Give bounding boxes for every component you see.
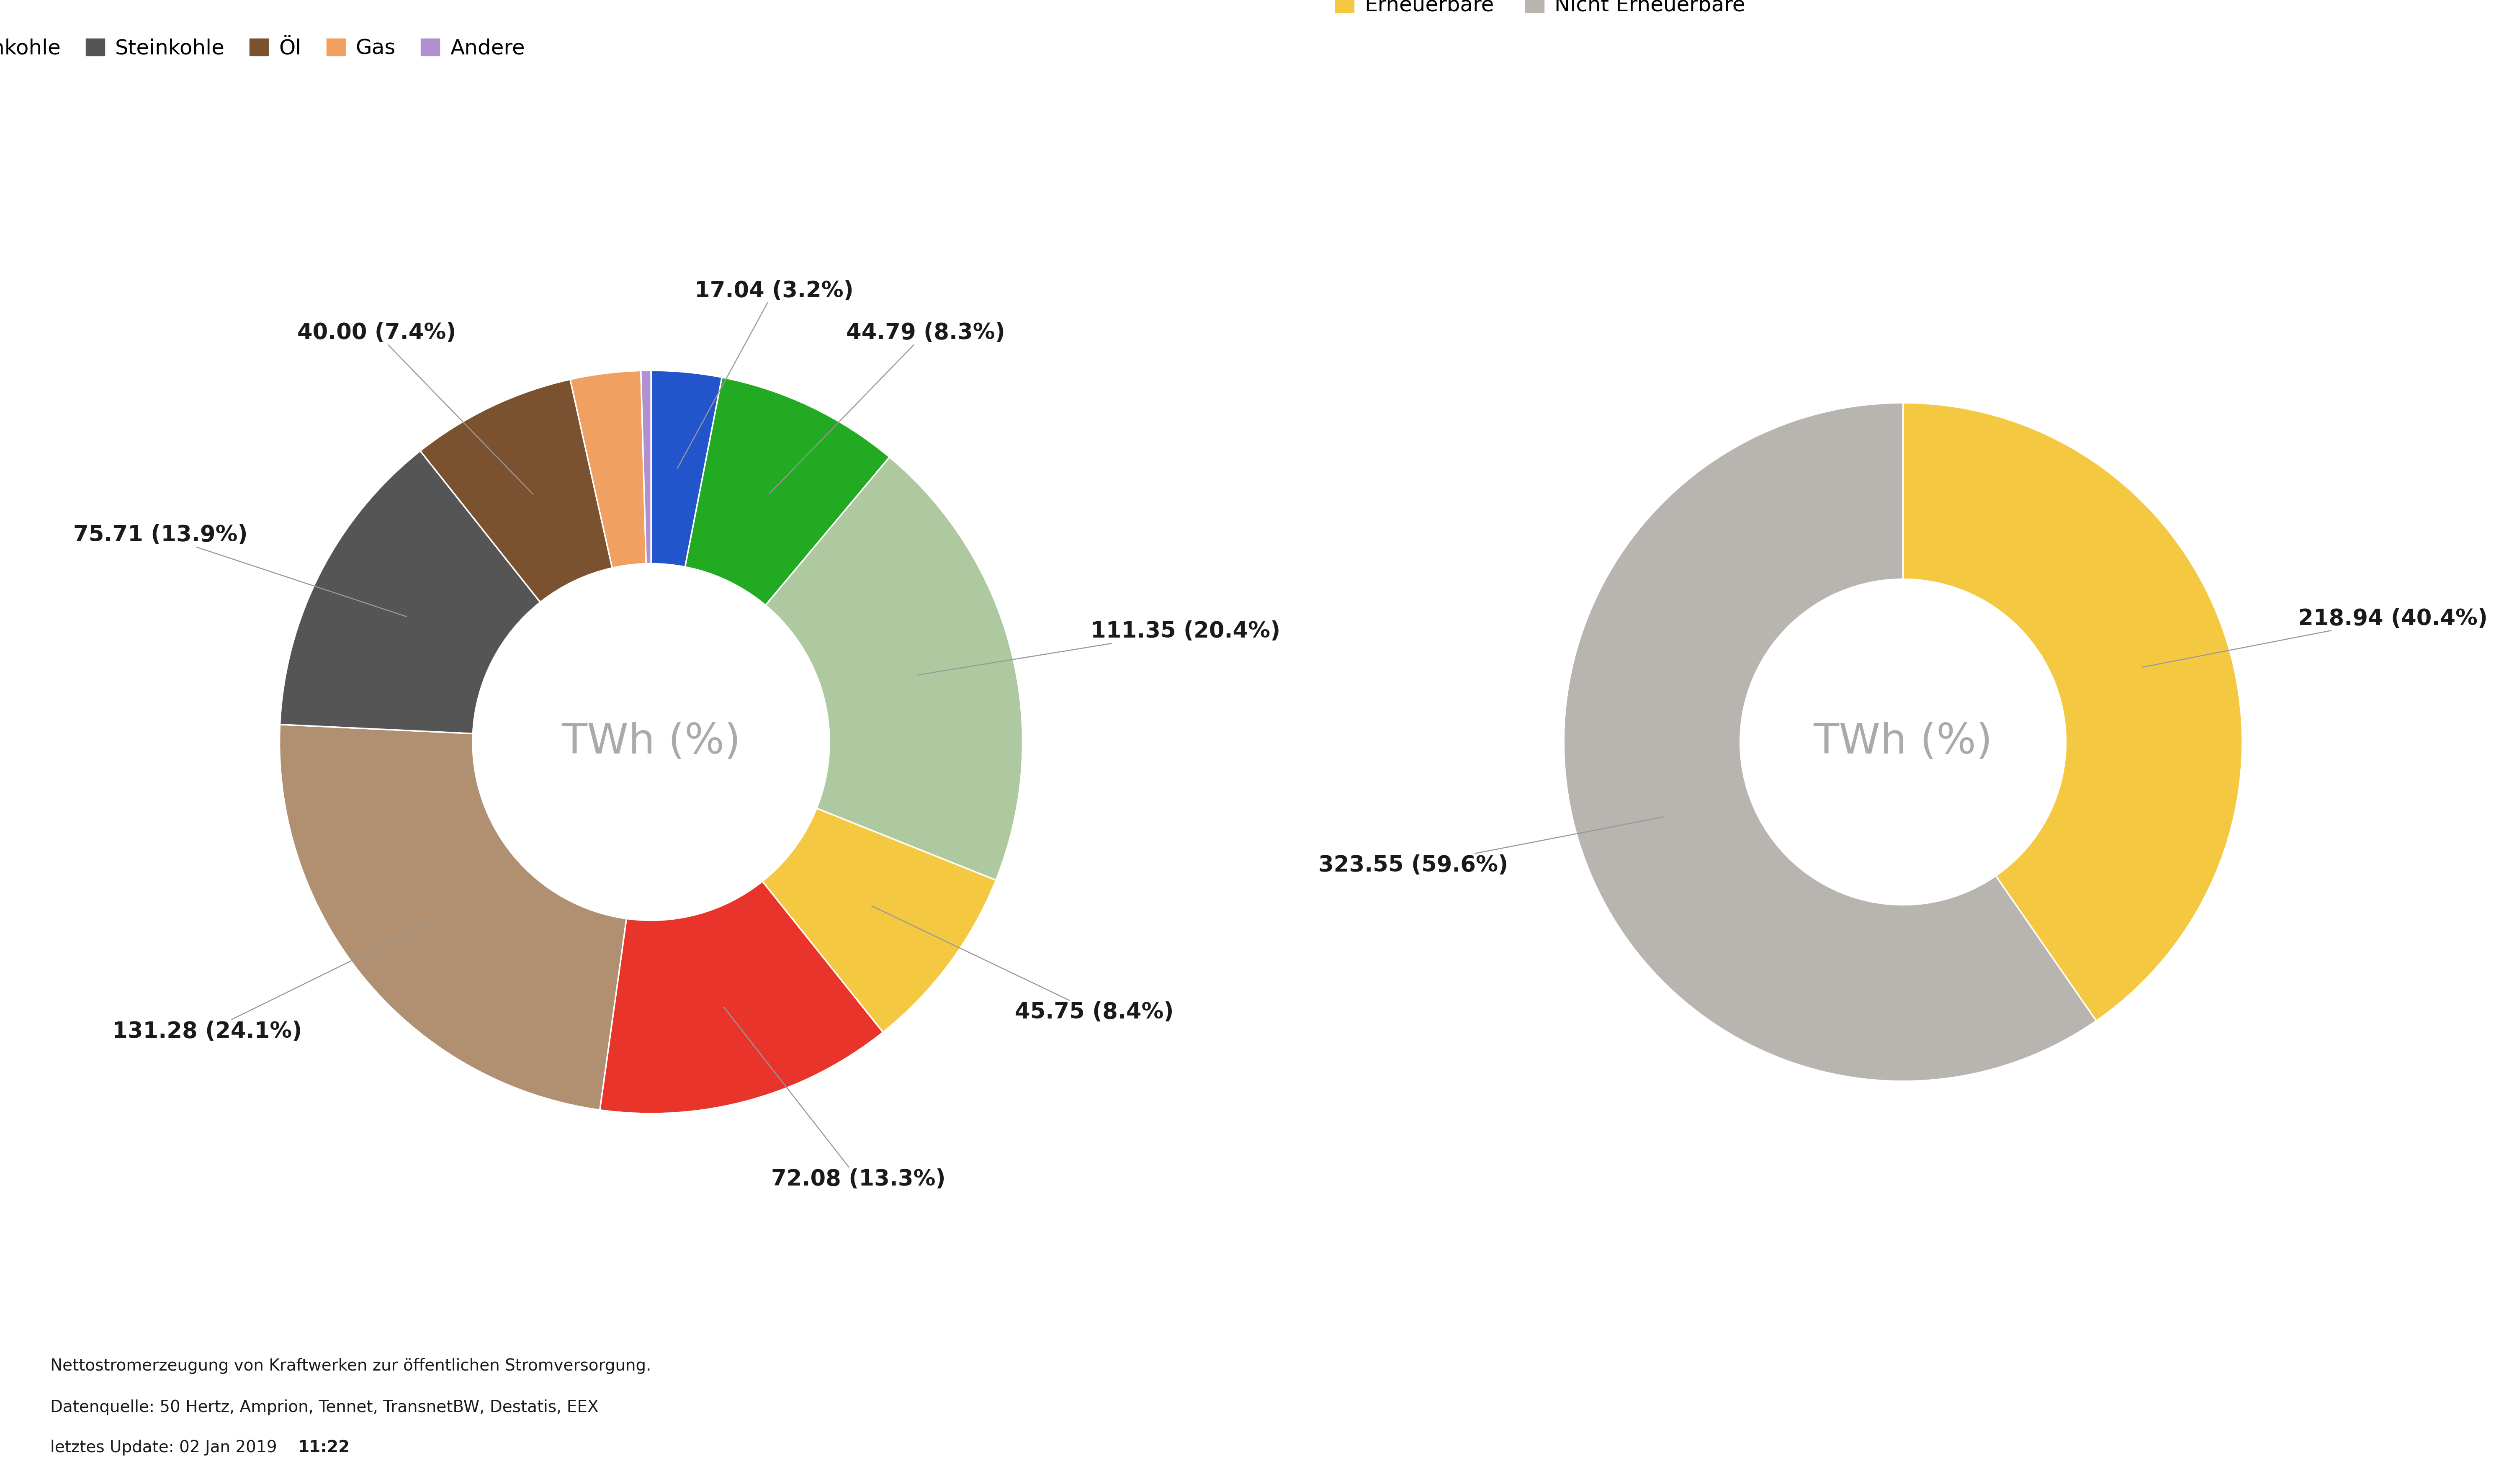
Text: 75.71 (13.9%): 75.71 (13.9%)	[73, 524, 406, 616]
Text: TWh (%): TWh (%)	[561, 721, 741, 763]
Wedge shape	[766, 457, 1022, 880]
Text: 323.55 (59.6%): 323.55 (59.6%)	[1317, 816, 1663, 877]
Circle shape	[476, 565, 826, 919]
Text: 72.08 (13.3%): 72.08 (13.3%)	[724, 1008, 947, 1190]
Wedge shape	[280, 724, 626, 1110]
Text: 131.28 (24.1%): 131.28 (24.1%)	[113, 917, 438, 1042]
Wedge shape	[421, 380, 611, 603]
Wedge shape	[1565, 402, 2096, 1082]
Legend: Braunkohle, Steinkohle, Öl, Gas, Andere: Braunkohle, Steinkohle, Öl, Gas, Andere	[0, 39, 526, 58]
Wedge shape	[651, 371, 721, 567]
Legend: Erneuerbare, Nicht Erneuerbare: Erneuerbare, Nicht Erneuerbare	[1335, 0, 1745, 15]
Wedge shape	[686, 377, 889, 605]
Text: letztes Update: 02 Jan 2019: letztes Update: 02 Jan 2019	[50, 1439, 283, 1456]
Wedge shape	[641, 371, 651, 564]
Text: 44.79 (8.3%): 44.79 (8.3%)	[769, 322, 1004, 494]
Text: TWh (%): TWh (%)	[1813, 721, 1993, 763]
Text: Nettostromerzeugung von Kraftwerken zur öffentlichen Stromversorgung.: Nettostromerzeugung von Kraftwerken zur …	[50, 1358, 651, 1374]
Text: 40.00 (7.4%): 40.00 (7.4%)	[298, 322, 533, 494]
Text: 45.75 (8.4%): 45.75 (8.4%)	[871, 905, 1174, 1022]
Text: 17.04 (3.2%): 17.04 (3.2%)	[679, 280, 854, 469]
Circle shape	[1743, 580, 2063, 904]
Wedge shape	[280, 451, 541, 733]
Wedge shape	[1903, 402, 2241, 1021]
Text: 11:22: 11:22	[298, 1439, 351, 1456]
Text: 111.35 (20.4%): 111.35 (20.4%)	[916, 620, 1280, 675]
Text: Datenquelle: 50 Hertz, Amprion, Tennet, TransnetBW, Destatis, EEX: Datenquelle: 50 Hertz, Amprion, Tennet, …	[50, 1399, 598, 1416]
Text: 218.94 (40.4%): 218.94 (40.4%)	[2143, 607, 2489, 668]
Wedge shape	[601, 881, 884, 1113]
Wedge shape	[571, 371, 646, 568]
Wedge shape	[761, 809, 997, 1033]
